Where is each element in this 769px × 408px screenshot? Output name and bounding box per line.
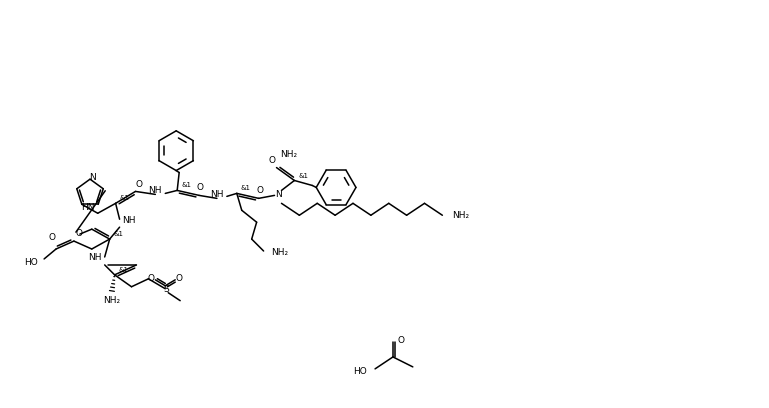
Text: NH₂: NH₂	[280, 150, 297, 159]
Text: HO: HO	[25, 258, 38, 267]
Text: NH: NH	[210, 191, 224, 200]
Text: O: O	[48, 233, 55, 242]
Text: O: O	[148, 274, 155, 283]
Text: N: N	[88, 173, 95, 182]
Text: &1: &1	[241, 185, 251, 191]
Text: HO: HO	[354, 367, 367, 376]
Text: NH: NH	[122, 216, 136, 225]
Text: O: O	[268, 156, 275, 165]
Text: O: O	[398, 335, 404, 345]
Text: S: S	[163, 285, 169, 294]
Text: NH: NH	[88, 253, 102, 262]
Text: &1: &1	[118, 267, 128, 273]
Text: NH: NH	[148, 186, 162, 195]
Text: O: O	[136, 180, 143, 189]
Text: &1: &1	[120, 195, 130, 202]
Text: NH₂: NH₂	[103, 296, 120, 305]
Text: O: O	[256, 186, 263, 195]
Text: NH₂: NH₂	[452, 211, 469, 220]
Text: O: O	[75, 228, 82, 237]
Text: O: O	[175, 274, 183, 283]
Text: N: N	[275, 190, 282, 199]
Text: O: O	[197, 183, 204, 192]
Text: NH₂: NH₂	[271, 248, 288, 257]
Text: &1: &1	[114, 231, 124, 237]
Text: HN: HN	[81, 203, 95, 212]
Text: &1: &1	[298, 173, 308, 179]
Text: &1: &1	[181, 182, 191, 188]
